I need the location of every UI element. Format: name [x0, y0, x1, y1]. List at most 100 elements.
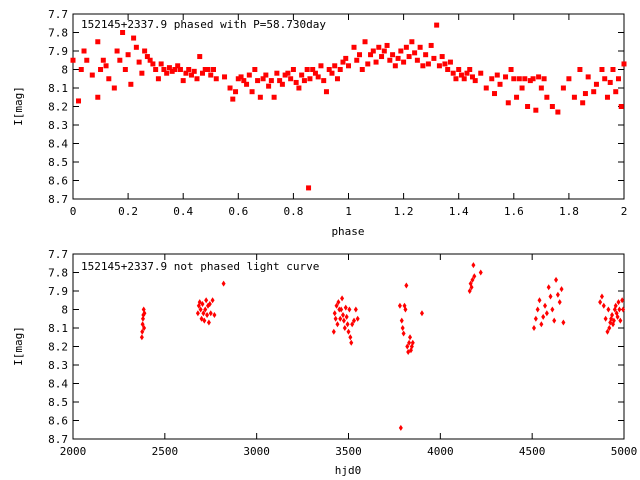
data-point	[471, 262, 476, 269]
x-tick-label: 0	[70, 205, 77, 218]
data-point	[407, 339, 412, 346]
data-point	[539, 321, 544, 328]
data-point	[616, 299, 621, 306]
data-point	[489, 76, 495, 82]
data-point	[142, 310, 147, 317]
data-point	[555, 291, 560, 298]
data-point	[376, 44, 382, 50]
data-point	[161, 67, 167, 72]
data-point	[346, 328, 351, 335]
data-point	[618, 104, 624, 109]
data-point	[246, 72, 252, 78]
data-point	[222, 74, 228, 80]
x-tick-label: 4000	[427, 445, 454, 458]
data-point	[525, 104, 531, 109]
data-point	[352, 317, 357, 324]
data-point	[207, 300, 212, 307]
data-point	[288, 76, 294, 82]
plot-frame	[72, 253, 625, 440]
data-point	[368, 52, 374, 58]
data-point	[606, 306, 611, 313]
data-point	[419, 310, 424, 317]
data-point	[519, 85, 525, 91]
data-point	[306, 185, 312, 191]
data-point	[348, 334, 353, 341]
data-point	[136, 59, 142, 65]
data-point	[249, 89, 255, 95]
data-point	[183, 70, 189, 76]
x-tick-label: 4500	[519, 445, 546, 458]
data-point	[321, 78, 327, 84]
data-point	[384, 42, 390, 48]
data-point	[84, 57, 90, 63]
data-point	[340, 59, 346, 65]
data-point	[120, 30, 126, 35]
y-tick-label: 7.8	[48, 267, 68, 280]
data-point	[560, 85, 566, 91]
phased-light-curve-panel: 152145+2337.9 phased with P=58.730day I[…	[12, 8, 627, 238]
data-point	[607, 325, 612, 331]
data-point	[577, 67, 583, 72]
x-tick-label: 1.2	[394, 205, 414, 218]
data-point	[505, 100, 511, 106]
data-point	[478, 269, 483, 276]
x-tick-label: 0.2	[118, 205, 138, 218]
data-point	[238, 74, 244, 80]
data-point	[554, 276, 559, 283]
data-point	[202, 67, 208, 72]
data-point	[172, 67, 178, 72]
data-point	[497, 81, 503, 87]
y-tick-label: 8.7	[48, 193, 68, 206]
data-point	[131, 35, 137, 41]
x-tick-label: 3500	[335, 445, 362, 458]
x-tick-label: 2500	[152, 445, 179, 458]
data-point	[208, 72, 214, 78]
data-point	[351, 44, 357, 50]
data-point	[414, 57, 420, 63]
data-point	[618, 317, 623, 324]
data-point	[354, 57, 360, 63]
x-tick-label: 0.6	[228, 205, 248, 218]
data-point	[458, 72, 464, 78]
data-point	[257, 94, 263, 100]
data-point	[544, 310, 549, 317]
data-point	[533, 107, 539, 113]
data-point	[95, 39, 101, 45]
data-point	[304, 67, 310, 72]
data-point	[323, 89, 329, 95]
data-point	[169, 68, 175, 74]
data-point	[557, 299, 562, 306]
data-point	[290, 67, 296, 72]
data-point	[343, 304, 348, 311]
data-point	[211, 67, 217, 72]
data-point	[537, 297, 542, 304]
y-tick-label: 8.2	[48, 101, 68, 114]
data-point	[70, 57, 76, 63]
data-point	[403, 44, 409, 50]
data-point	[203, 306, 208, 313]
data-point	[106, 76, 112, 82]
data-point	[408, 334, 413, 341]
data-point	[494, 72, 500, 78]
data-point	[331, 328, 336, 335]
data-point	[409, 39, 415, 45]
data-point	[274, 70, 280, 76]
data-point	[467, 67, 473, 72]
data-point	[483, 85, 489, 91]
data-point	[423, 52, 429, 58]
ticks: 0 0.2 0.4 0.6 0.8 1 1.2 1.4 1.6 1.8 2 7.7 7.8 7.9 8 8.1…	[48, 8, 627, 218]
data-point	[142, 325, 147, 331]
data-point	[511, 76, 517, 82]
data-point	[315, 74, 321, 80]
data-point	[200, 300, 205, 307]
data-point	[555, 109, 561, 115]
data-point	[552, 317, 557, 324]
data-point	[227, 85, 233, 91]
data-point	[604, 94, 610, 100]
data-point	[164, 70, 170, 76]
data-point	[244, 81, 250, 87]
data-point	[397, 302, 402, 309]
data-point	[180, 78, 186, 84]
data-point	[398, 48, 404, 54]
data-point	[337, 67, 343, 72]
